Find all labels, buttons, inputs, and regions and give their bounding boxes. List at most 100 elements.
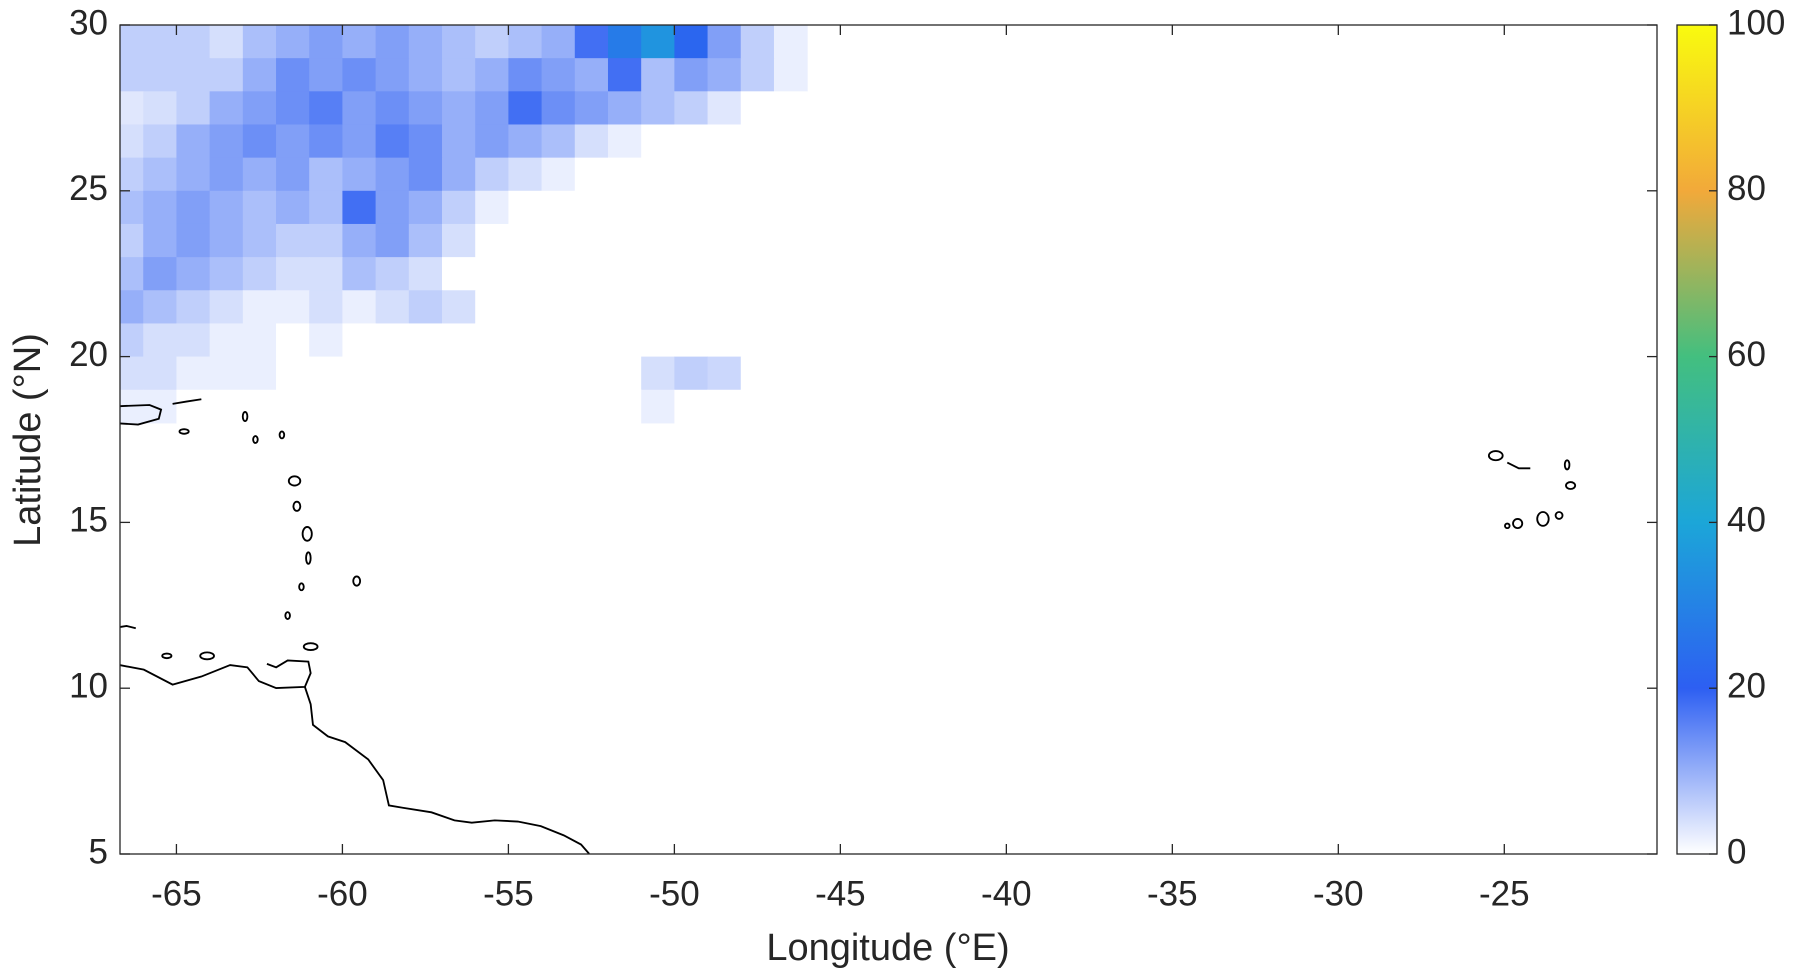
y-tick-label: 15: [69, 501, 108, 540]
heatmap-cell: [674, 257, 709, 291]
heatmap-cell: [707, 290, 742, 324]
colorbar-tick-label: 60: [1727, 335, 1766, 374]
heatmap-cell: [276, 25, 310, 59]
heatmap-cell: [773, 356, 808, 391]
heatmap-cell: [607, 323, 642, 358]
heatmap-cell: [773, 190, 808, 225]
heatmap-cell: [276, 257, 310, 291]
heatmap-cell: [408, 91, 443, 125]
heatmap-cell: [740, 25, 775, 59]
heatmap-cell: [740, 190, 775, 225]
x-tick-label: -40: [981, 874, 1032, 913]
heatmap-cell: [641, 91, 675, 125]
heatmap-cell: [408, 389, 443, 424]
heatmap-cell: [143, 157, 177, 192]
heatmap-cell: [375, 290, 410, 324]
heatmap-cell: [641, 190, 675, 225]
x-tick-label: -45: [815, 874, 866, 913]
heatmap-cell: [176, 290, 211, 324]
heatmap-cell: [276, 91, 310, 125]
heatmap-cell: [674, 190, 709, 225]
heatmap-cell: [309, 157, 343, 192]
heatmap-cell: [442, 323, 476, 358]
x-tick-label: -65: [151, 874, 202, 913]
heatmap-cell: [773, 58, 808, 92]
coastlines: [119, 398, 1577, 855]
heatmap-cell: [674, 91, 709, 125]
heatmap-cell: [143, 356, 177, 391]
heatmap-cell: [773, 157, 808, 192]
heatmap-cell: [209, 257, 244, 291]
heatmap-cell: [707, 58, 742, 92]
colorbar-tick-label: 100: [1727, 3, 1785, 42]
heatmap-cell: [475, 157, 509, 192]
heatmap-cell: [176, 157, 211, 192]
heatmap-cell: [607, 124, 642, 159]
heatmap-cell: [408, 124, 443, 159]
heatmap-cell: [574, 124, 609, 159]
heatmap-cell: [641, 157, 675, 192]
heatmap-cell: [508, 323, 543, 358]
heatmap-cell: [541, 223, 576, 258]
heatmap-cell: [707, 190, 742, 225]
heatmap-cell: [607, 356, 642, 391]
heatmap-cell: [442, 290, 476, 324]
heatmap-cell: [773, 257, 808, 291]
heatmap-cell: [143, 389, 177, 424]
heatmap-cell: [773, 124, 808, 159]
heatmap-cell: [120, 124, 144, 159]
heatmap-cell: [276, 190, 310, 225]
heatmap-cell: [209, 290, 244, 324]
heatmap-cell: [574, 257, 609, 291]
heatmap-cell: [342, 323, 377, 358]
heatmap-cell: [442, 124, 476, 159]
heatmap-cell: [143, 290, 177, 324]
heatmap-cell: [707, 124, 742, 159]
heatmap-cell: [641, 124, 675, 159]
heatmap-cell: [674, 389, 709, 424]
heatmap-cell: [442, 389, 476, 424]
heatmap-cell: [309, 290, 343, 324]
heatmap-cell: [143, 257, 177, 291]
heatmap-cell: [707, 25, 742, 59]
heatmap-cell: [574, 190, 609, 225]
heatmap-cell: [176, 257, 211, 291]
heatmap-cell: [508, 157, 543, 192]
heatmap-cell: [375, 58, 410, 92]
heatmap-cell: [740, 356, 775, 391]
heatmap-cell: [143, 323, 177, 358]
x-axis-label: Longitude (°E): [766, 927, 1009, 969]
heatmap-cell: [641, 389, 675, 424]
y-tick-label: 5: [89, 832, 108, 871]
heatmap-cell: [740, 223, 775, 258]
heatmap-cell: [607, 290, 642, 324]
colorbar-tick-label: 0: [1727, 832, 1746, 871]
heatmap-cell: [242, 257, 277, 291]
heatmap-cell: [120, 157, 144, 192]
heatmap-cell: [674, 157, 709, 192]
heatmap-cell: [242, 389, 277, 424]
heatmap-cell: [740, 58, 775, 92]
heatmap-cell: [342, 356, 377, 391]
y-axis-label: Latitude (°N): [7, 333, 49, 547]
heatmap-cell: [740, 91, 775, 125]
heatmap-cell: [475, 356, 509, 391]
x-tick-label: -50: [649, 874, 700, 913]
heatmap-cell: [707, 323, 742, 358]
heatmap-cell: [209, 323, 244, 358]
heatmap-cell: [475, 190, 509, 225]
heatmap-cell: [674, 356, 709, 391]
heatmap-cell: [276, 157, 310, 192]
heatmap-cell: [375, 389, 410, 424]
heatmap-cell: [342, 290, 377, 324]
heatmap-cell: [242, 25, 277, 59]
heatmap-cell: [209, 25, 244, 59]
heatmap-cell: [143, 91, 177, 125]
heatmap-cell: [508, 356, 543, 391]
heatmap-cell: [475, 124, 509, 159]
heatmap-cell: [120, 290, 144, 324]
heatmap-cell: [674, 323, 709, 358]
heatmap-cell: [442, 190, 476, 225]
heatmap-cell: [375, 190, 410, 225]
heatmap-cell: [773, 290, 808, 324]
